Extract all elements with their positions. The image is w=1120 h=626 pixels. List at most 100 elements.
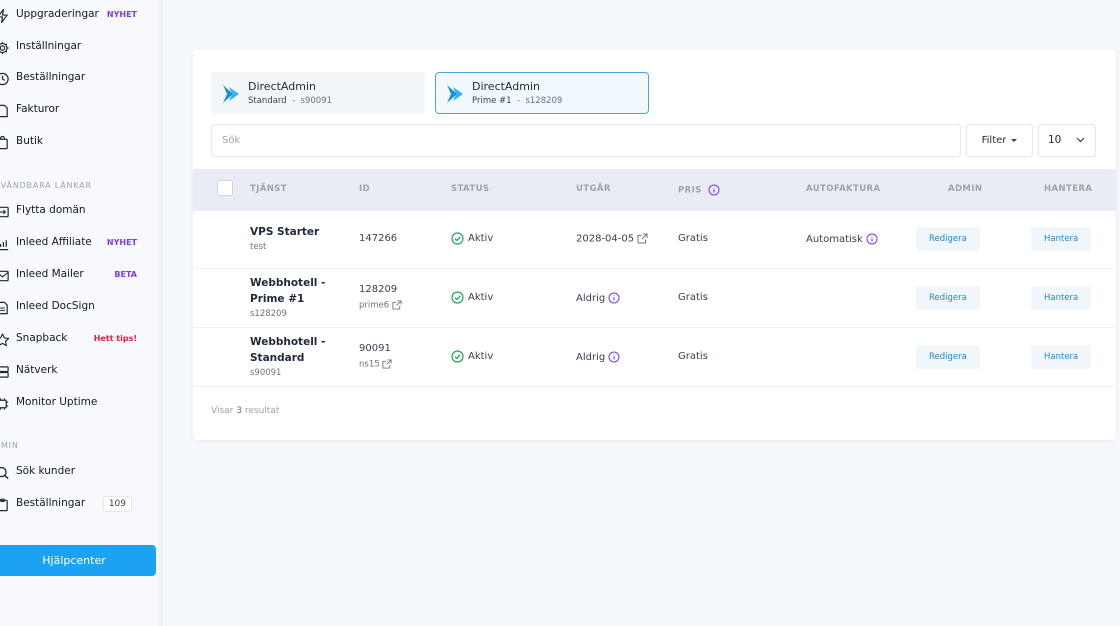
transfer-icon xyxy=(0,204,10,220)
service-id: 90091 xyxy=(359,343,391,354)
sidebar-item-label: Sök kunder xyxy=(16,465,76,477)
server-link[interactable]: ns15 xyxy=(359,359,392,370)
bolt-icon xyxy=(0,8,10,24)
service-name-line1[interactable]: Webbhotell - xyxy=(250,336,326,348)
sidebar-item-label: Monitor Uptime xyxy=(16,396,98,408)
service-name-line2[interactable]: Prime #1 xyxy=(250,293,305,305)
gear-icon xyxy=(0,40,10,56)
sidebar-item-label: Beställningar xyxy=(16,497,86,509)
results-count: Visar 3 resultat xyxy=(211,406,280,416)
directadmin-logo-icon xyxy=(223,85,239,103)
table-row: Webbhotell - Prime #1 s128209 128209 pri… xyxy=(193,270,1116,328)
external-link-icon[interactable] xyxy=(637,233,648,244)
sidebar-item-settings[interactable]: Inställningar xyxy=(0,37,150,59)
help-center-button[interactable]: Hjälpcenter xyxy=(0,545,156,576)
header-expires[interactable]: UTGÅR xyxy=(576,184,611,194)
server-icon xyxy=(0,364,10,380)
section-label-admin: DMIN xyxy=(0,441,19,450)
sidebar-item-transfer-domain[interactable]: Flytta domän xyxy=(0,201,150,223)
service-tab-prime[interactable]: DirectAdmin Prime #1 - s128209 xyxy=(435,72,649,114)
clock-icon xyxy=(0,71,10,87)
info-icon[interactable] xyxy=(708,184,720,196)
service-id: 128209 xyxy=(359,284,398,295)
sidebar-item-upgrades[interactable]: Uppgraderingar NYHET xyxy=(0,5,150,27)
header-service[interactable]: TJÄNST xyxy=(250,184,287,194)
star-icon xyxy=(0,332,10,348)
price: Gratis xyxy=(678,292,708,303)
service-name[interactable]: VPS Starter xyxy=(250,226,320,238)
external-link-icon[interactable] xyxy=(382,359,392,369)
external-link-icon[interactable] xyxy=(392,300,402,310)
sidebar-item-affiliate[interactable]: Inleed Affiliate NYHET xyxy=(0,233,150,255)
service-sub: test xyxy=(250,242,267,252)
caret-down-icon xyxy=(1011,139,1018,142)
sidebar-item-network[interactable]: Nätverk xyxy=(0,361,150,383)
expiry-date[interactable]: 2028-04-05 xyxy=(576,233,648,245)
manage-button[interactable]: Hantera xyxy=(1031,227,1092,251)
sidebar-item-invoices[interactable]: Fakturor xyxy=(0,100,150,122)
sidebar-item-label: Fakturor xyxy=(16,103,60,115)
service-sub: s128209 xyxy=(250,309,287,319)
per-page-select[interactable]: 10 xyxy=(1038,124,1096,157)
header-manage: HANTERA xyxy=(1044,184,1093,194)
sidebar-item-monitor-uptime[interactable]: Monitor Uptime xyxy=(0,393,150,415)
sidebar-item-mailer[interactable]: Inleed Mailer BETA xyxy=(0,265,150,287)
chart-icon xyxy=(0,236,10,252)
header-price[interactable]: PRIS xyxy=(678,184,720,196)
expiry-value: Aldrig xyxy=(576,351,620,363)
info-icon[interactable] xyxy=(866,233,878,245)
sidebar-item-label: Inleed Mailer xyxy=(16,268,84,280)
sidebar-item-label: Inställningar xyxy=(16,40,82,52)
header-autoinvoice[interactable]: AUTOFAKTURA xyxy=(806,184,881,194)
select-all-checkbox[interactable] xyxy=(217,180,233,196)
sidebar-item-orders[interactable]: Beställningar xyxy=(0,68,150,90)
order-count-badge: 109 xyxy=(102,496,132,512)
sidebar-item-snapback[interactable]: Snapback Hett tips! xyxy=(0,329,150,351)
table-row: VPS Starter test 147266 Aktiv 2028-04-05… xyxy=(193,211,1116,269)
info-icon[interactable] xyxy=(608,351,620,363)
service-tab-details: Standard - s90091 xyxy=(248,96,333,106)
sidebar-item-admin-orders[interactable]: Beställningar 109 xyxy=(0,494,150,516)
header-admin: ADMIN xyxy=(948,184,983,194)
sidebar-item-label: Butik xyxy=(16,135,43,147)
server-link[interactable]: prime6 xyxy=(359,300,402,311)
sidebar-item-docsign[interactable]: Inleed DocSign xyxy=(0,297,150,319)
sidebar-item-search-customers[interactable]: Sök kunder xyxy=(0,462,150,484)
status-badge: Aktiv xyxy=(451,291,493,304)
file-icon xyxy=(0,103,10,119)
edit-button[interactable]: Redigera xyxy=(916,345,980,369)
info-icon[interactable] xyxy=(608,292,620,304)
table-header: TJÄNST ID STATUS UTGÅR PRIS AUTOFAKTURA … xyxy=(193,169,1116,211)
table-row: Webbhotell - Standard s90091 90091 ns15 … xyxy=(193,329,1116,387)
service-tab-standard[interactable]: DirectAdmin Standard - s90091 xyxy=(211,72,425,114)
edit-button[interactable]: Redigera xyxy=(916,227,980,251)
price: Gratis xyxy=(678,233,708,244)
service-tab-details: Prime #1 - s128209 xyxy=(472,96,563,106)
sidebar-item-shop[interactable]: Butik xyxy=(0,132,150,154)
per-page-value: 10 xyxy=(1048,134,1062,146)
status-badge: Aktiv xyxy=(451,232,493,245)
service-name-line2[interactable]: Standard xyxy=(250,352,305,364)
filter-label: Filter xyxy=(981,135,1007,146)
edit-button[interactable]: Redigera xyxy=(916,286,980,310)
sidebar-item-label: Inleed Affiliate xyxy=(16,236,92,248)
document-icon xyxy=(0,300,10,316)
header-status[interactable]: STATUS xyxy=(451,184,490,194)
new-badge: NYHET xyxy=(106,238,137,247)
check-circle-icon xyxy=(451,232,464,245)
check-circle-icon xyxy=(451,350,464,363)
sidebar-item-label: Beställningar xyxy=(16,71,86,83)
service-name-line1[interactable]: Webbhotell - xyxy=(250,277,326,289)
status-badge: Aktiv xyxy=(451,350,493,363)
services-card: DirectAdmin Standard - s90091 DirectAdmi… xyxy=(193,50,1116,440)
sidebar-item-label: Flytta domän xyxy=(16,204,86,216)
sidebar-item-label: Uppgraderingar xyxy=(16,8,99,20)
manage-button[interactable]: Hantera xyxy=(1031,286,1092,310)
manage-button[interactable]: Hantera xyxy=(1031,345,1092,369)
filter-button[interactable]: Filter xyxy=(966,124,1033,157)
sidebar: Uppgraderingar NYHET Inställningar Bestä… xyxy=(0,0,163,626)
section-label-links: NVÄNDBARA LÄNKAR xyxy=(0,181,92,190)
search-input[interactable] xyxy=(211,124,961,157)
sidebar-item-label: Snapback xyxy=(16,332,68,344)
header-id[interactable]: ID xyxy=(359,184,371,194)
